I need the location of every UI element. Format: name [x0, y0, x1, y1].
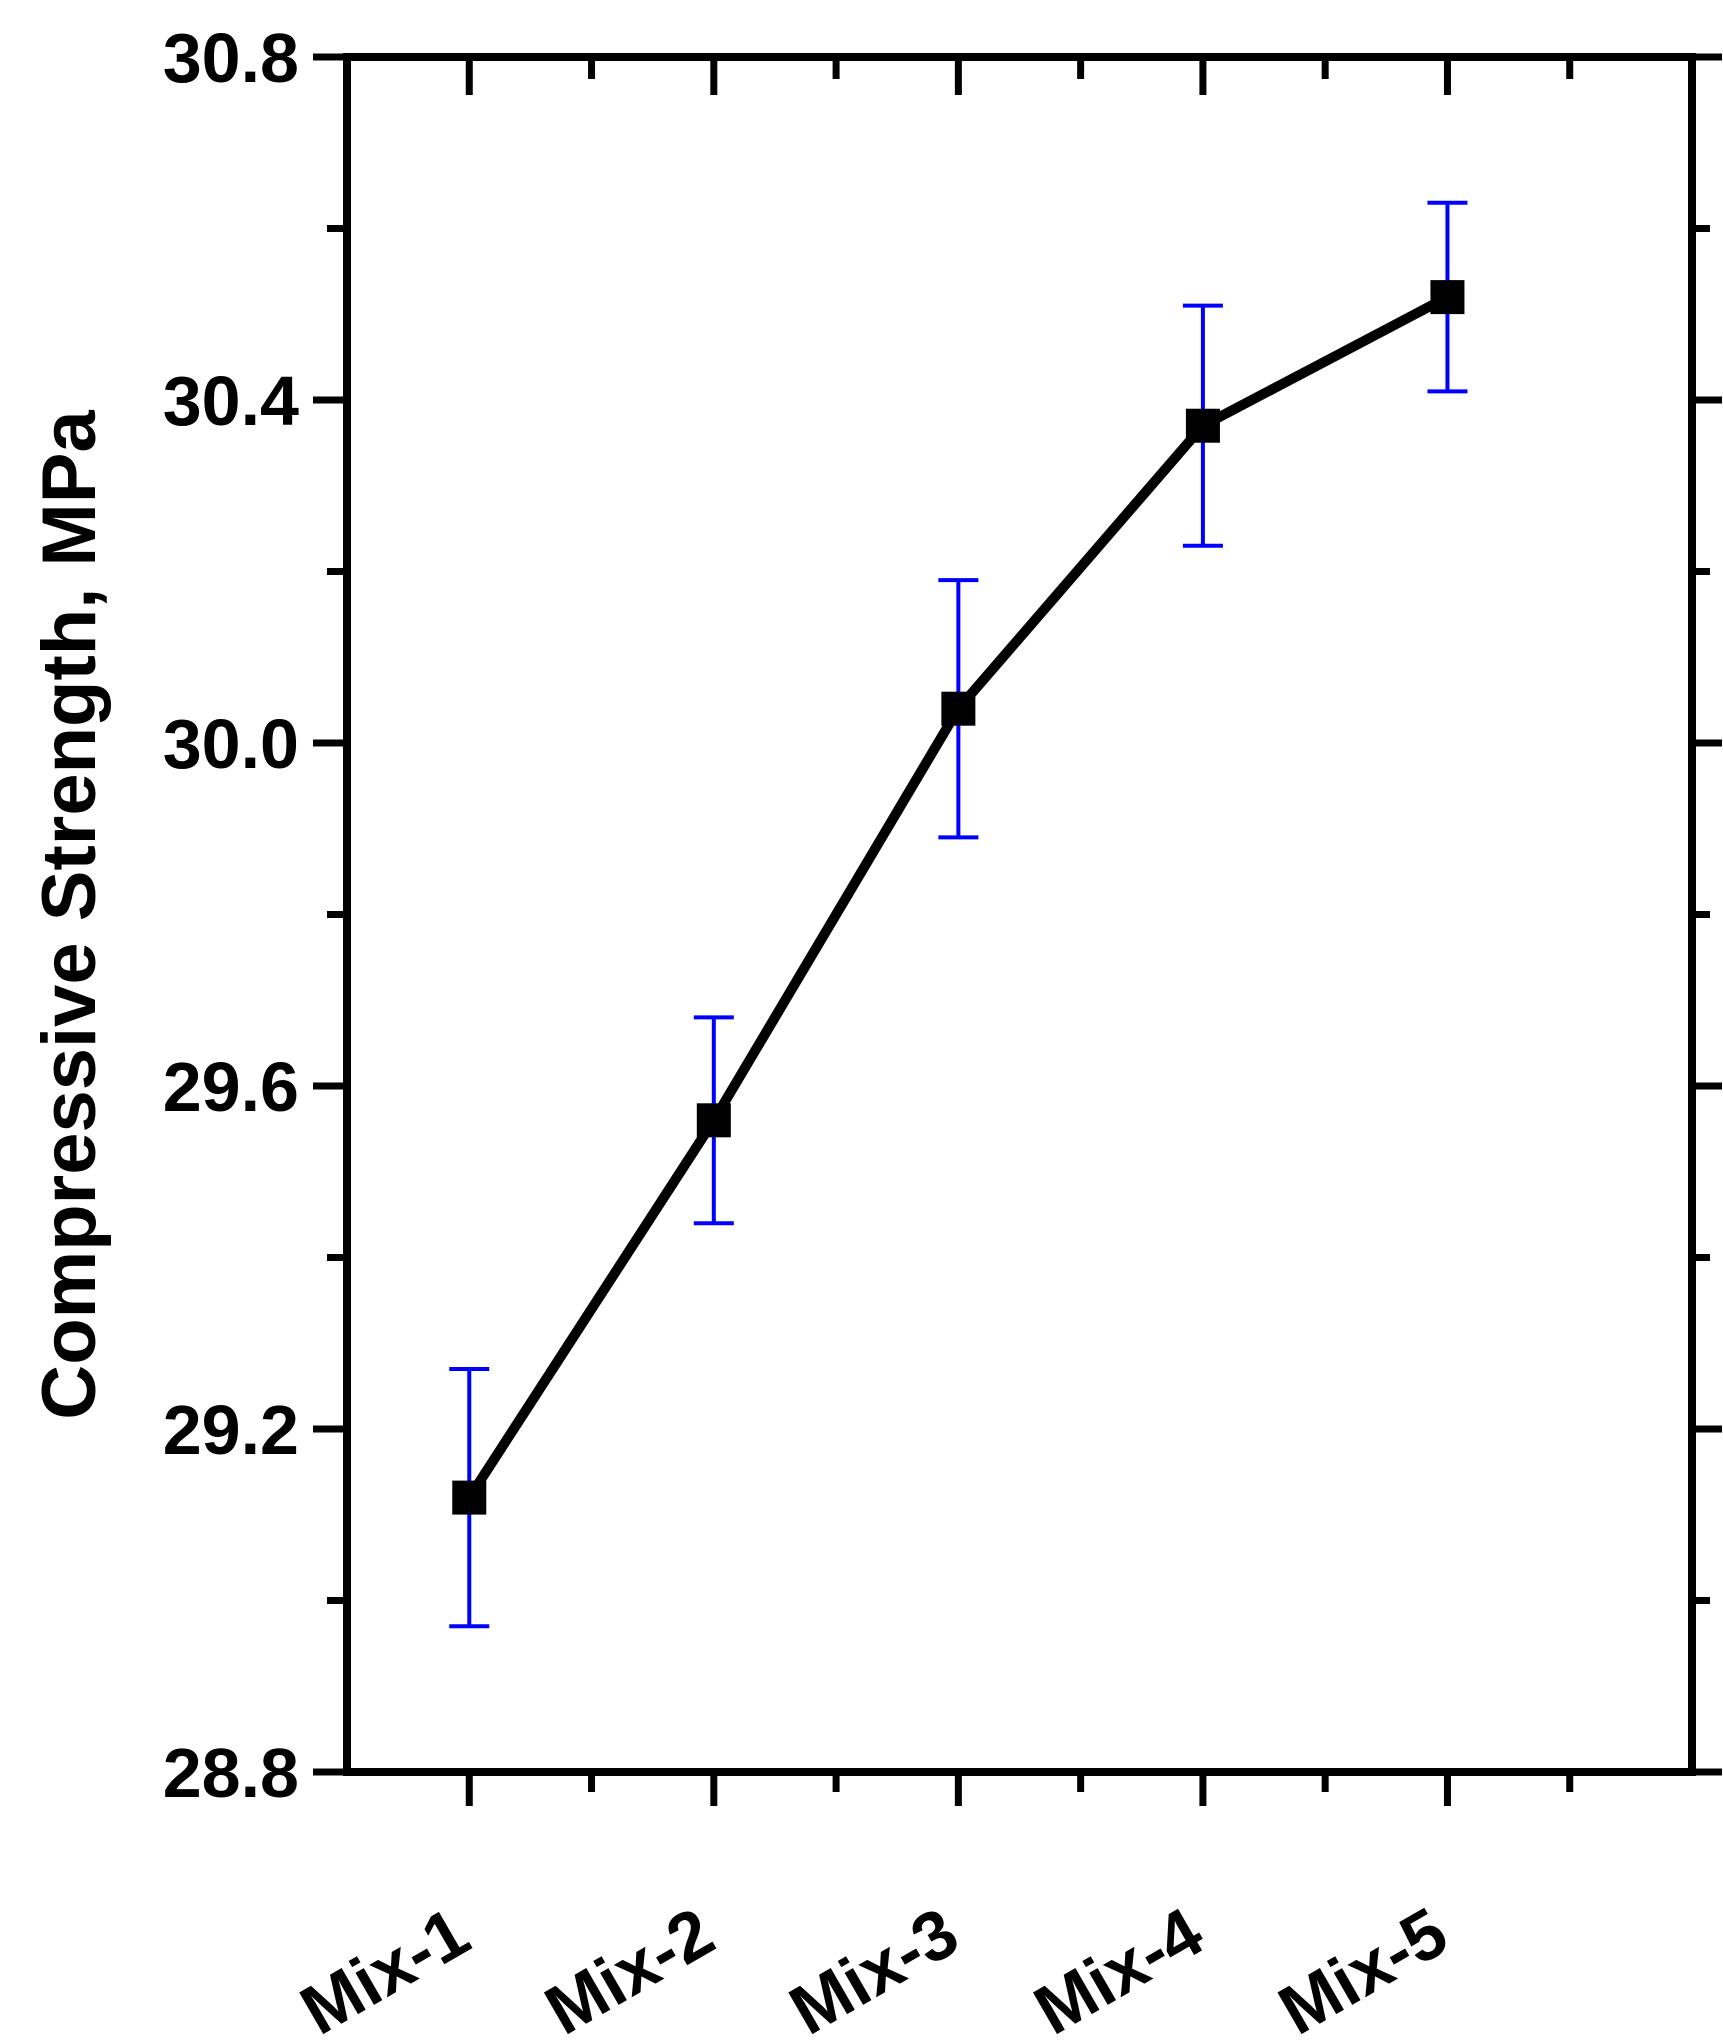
data-point	[696, 1103, 731, 1138]
x-tick-labels: Mix-1 Mix-2 Mix-3 Mix-4 Mix-5	[288, 1892, 1460, 2043]
y-tick-label: 29.6	[163, 1048, 299, 1126]
y-tick-label: 30.4	[163, 362, 299, 440]
y-axis-ticks	[313, 53, 1722, 1776]
series-line	[465, 292, 1450, 1501]
y-tick-label: 30.0	[163, 705, 299, 783]
x-tick-label: Mix-5	[1266, 1892, 1460, 2043]
x-tick-label: Mix-2	[532, 1892, 726, 2043]
data-point	[1185, 408, 1220, 443]
x-tick-label: Mix-1	[288, 1892, 482, 2043]
data-point	[1430, 280, 1465, 315]
y-tick-label: 28.8	[163, 1734, 299, 1812]
data-point	[452, 1480, 487, 1515]
x-tick-label: Mix-4	[1021, 1892, 1215, 2043]
y-tick-label: 29.2	[163, 1391, 299, 1469]
data-point	[941, 691, 976, 726]
plot-frame	[343, 53, 1696, 1776]
y-axis-title: Compressive Strength, MPa	[27, 410, 112, 1420]
y-tick-labels: 28.8 29.2 29.6 30.0 30.4 30.8	[163, 19, 299, 1812]
y-tick-label: 30.8	[163, 19, 299, 97]
series-layer	[449, 200, 1468, 1629]
x-tick-label: Mix-3	[777, 1892, 971, 2043]
x-axis-ticks	[465, 57, 1574, 1806]
